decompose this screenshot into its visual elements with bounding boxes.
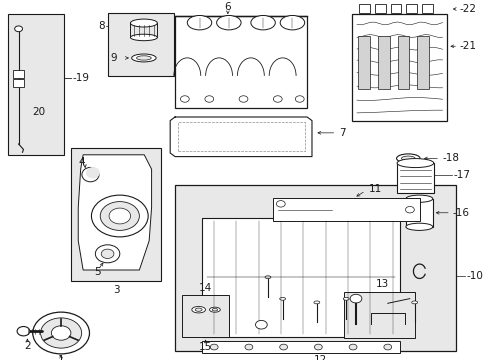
Bar [416,36,428,89]
Circle shape [204,96,213,102]
Ellipse shape [136,56,151,60]
Bar [390,4,401,13]
Text: 2: 2 [24,341,31,351]
Text: -10: -10 [465,271,482,282]
Bar [406,4,416,13]
Bar [377,36,389,89]
Bar [8,14,64,155]
Bar [397,36,408,89]
Text: 11: 11 [368,184,382,194]
Bar [273,198,419,221]
Ellipse shape [86,167,100,179]
Bar [351,14,447,121]
Ellipse shape [401,156,414,161]
Circle shape [383,344,391,350]
Bar [421,4,432,13]
Text: 6: 6 [224,2,231,12]
Ellipse shape [209,307,220,312]
Text: -19: -19 [72,73,89,82]
Bar [182,295,228,337]
Text: -18: -18 [442,153,459,163]
Bar [13,80,24,87]
Ellipse shape [81,167,99,182]
Text: 1: 1 [58,355,64,360]
Circle shape [279,344,287,350]
Circle shape [210,344,218,350]
Circle shape [276,201,285,207]
Circle shape [33,312,89,354]
Text: -21: -21 [459,41,476,51]
Circle shape [91,195,148,237]
Bar [359,4,369,13]
Bar [374,4,385,13]
Ellipse shape [279,297,285,300]
Circle shape [109,208,130,224]
Text: 4: 4 [78,157,85,167]
Ellipse shape [396,154,419,163]
Ellipse shape [130,34,157,41]
Bar [202,341,399,353]
Circle shape [17,327,30,336]
Ellipse shape [212,309,217,311]
Bar [71,148,161,281]
Circle shape [255,320,266,329]
Circle shape [405,207,413,213]
Text: -16: -16 [451,208,468,218]
Bar [13,71,24,77]
Bar [358,36,369,89]
Ellipse shape [130,19,157,27]
Circle shape [295,96,304,102]
Text: 9: 9 [110,53,117,63]
Text: 14: 14 [199,283,212,293]
Text: 15: 15 [199,342,212,352]
Ellipse shape [187,15,211,30]
Circle shape [273,96,282,102]
Bar [175,185,455,351]
Ellipse shape [405,223,432,230]
Ellipse shape [411,301,417,304]
Text: 8: 8 [98,22,105,31]
Ellipse shape [191,306,205,313]
Text: -22: -22 [459,4,476,14]
Circle shape [349,294,361,303]
Text: 5: 5 [94,267,101,277]
Bar [175,16,306,108]
Ellipse shape [250,15,275,30]
Circle shape [348,344,356,350]
Ellipse shape [216,15,241,30]
Text: 7: 7 [338,128,345,138]
Text: 3: 3 [113,285,119,295]
Bar [202,218,399,337]
Circle shape [314,344,322,350]
Circle shape [100,202,139,230]
Text: -17: -17 [452,170,469,180]
Ellipse shape [280,15,304,30]
Text: 12: 12 [313,355,327,360]
Circle shape [101,249,114,258]
Bar [396,163,433,193]
Text: 13: 13 [375,279,388,289]
Ellipse shape [396,158,433,167]
Circle shape [51,326,71,340]
Circle shape [239,96,247,102]
Circle shape [41,318,81,348]
Bar [107,13,173,76]
Text: 20: 20 [33,107,45,117]
Bar [343,292,414,338]
Ellipse shape [264,276,270,279]
Bar [405,199,432,227]
Polygon shape [78,155,151,270]
Ellipse shape [195,308,202,311]
Circle shape [15,26,22,32]
Ellipse shape [313,301,319,304]
Circle shape [244,344,252,350]
Ellipse shape [131,54,156,62]
Circle shape [180,96,189,102]
Ellipse shape [343,297,348,300]
Ellipse shape [405,195,432,202]
Circle shape [95,245,120,263]
